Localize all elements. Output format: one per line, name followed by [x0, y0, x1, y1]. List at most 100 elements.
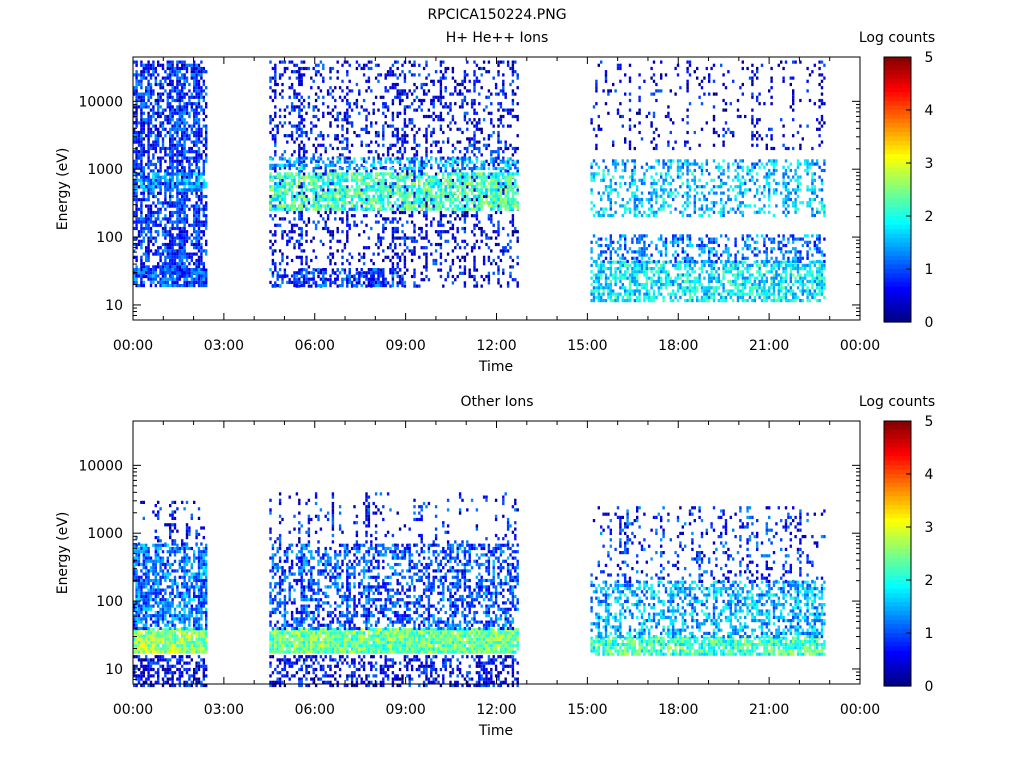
heatmap-cell — [157, 169, 160, 173]
heatmap-cell — [288, 121, 291, 125]
heatmap-cell — [403, 271, 407, 275]
heatmap-cell — [401, 178, 404, 182]
heatmap-cell — [133, 60, 136, 64]
heatmap-cell — [135, 280, 138, 284]
heatmap-cell — [169, 140, 172, 144]
heatmap-cell — [338, 194, 342, 198]
heatmap-cell — [140, 185, 143, 189]
heatmap-cell — [271, 204, 275, 208]
heatmap-cell — [470, 181, 474, 186]
heatmap-cell — [147, 204, 150, 208]
heatmap-cell — [176, 146, 179, 151]
heatmap-cell — [269, 178, 272, 182]
heatmap-cell — [195, 89, 198, 93]
heatmap-cell — [358, 271, 361, 275]
heatmap-cell — [466, 73, 469, 77]
heatmap-cell — [269, 204, 272, 208]
heatmap-cell — [628, 289, 632, 293]
heatmap-cell — [434, 230, 438, 234]
heatmap-cell — [324, 166, 327, 170]
heatmap-cell — [408, 191, 411, 195]
heatmap-cell — [290, 236, 294, 240]
heatmap-cell — [454, 160, 457, 164]
heatmap-cell — [621, 263, 624, 267]
heatmap-cell — [480, 130, 483, 135]
heatmap-cell — [338, 271, 342, 275]
heatmap-cell — [271, 262, 275, 266]
heatmap-cell — [365, 181, 368, 186]
heatmap-cell — [449, 121, 452, 125]
heatmap-cell — [190, 239, 193, 243]
heatmap-cell — [317, 95, 320, 99]
heatmap-cell — [140, 271, 143, 275]
heatmap-cell — [302, 284, 306, 288]
heatmap-cell — [439, 156, 443, 160]
heatmap-cell — [492, 230, 495, 234]
heatmap-cell — [178, 265, 181, 269]
heatmap-cell — [432, 140, 435, 144]
heatmap-cell — [370, 277, 373, 281]
heatmap-cell — [173, 86, 177, 90]
heatmap-cell — [317, 204, 320, 208]
heatmap-cell — [401, 169, 404, 173]
heatmap-cell — [314, 124, 318, 128]
heatmap-cell — [310, 239, 313, 243]
heatmap-cell — [497, 230, 500, 234]
heatmap-cell — [504, 246, 507, 250]
heatmap-cell — [514, 191, 517, 195]
heatmap-cell — [425, 201, 428, 205]
heatmap-cell — [166, 169, 169, 173]
heatmap-cell — [446, 194, 450, 199]
heatmap-cell — [365, 169, 368, 173]
heatmap-cell — [334, 210, 337, 215]
heatmap-cell — [427, 194, 431, 198]
heatmap-cell — [137, 134, 141, 138]
heatmap-cell — [439, 98, 443, 103]
heatmap-cell — [305, 150, 308, 154]
heatmap-cell — [458, 217, 462, 221]
heatmap-cell — [449, 181, 452, 186]
heatmap-cell — [449, 163, 452, 167]
heatmap-cell — [338, 153, 342, 157]
heatmap-cell — [408, 105, 411, 109]
heatmap-cell — [463, 284, 467, 288]
heatmap-cell — [195, 140, 198, 144]
heatmap-cell — [609, 295, 612, 299]
heatmap-cell — [511, 108, 515, 112]
heatmap-cell — [394, 175, 397, 179]
heatmap-cell — [173, 143, 177, 147]
heatmap-cell — [135, 181, 138, 186]
heatmap-cell — [430, 188, 433, 192]
heatmap-cell — [362, 255, 366, 259]
heatmap-cell — [473, 188, 476, 192]
heatmap-cell — [382, 204, 385, 208]
heatmap-cell — [401, 156, 404, 160]
heatmap-cell — [348, 114, 351, 119]
heatmap-cell — [494, 175, 498, 179]
heatmap-cell — [468, 175, 471, 179]
heatmap-cell — [312, 169, 315, 173]
heatmap-cell — [286, 233, 289, 237]
heatmap-cell — [422, 66, 426, 71]
heatmap-cell — [403, 134, 407, 138]
heatmap-cell — [157, 143, 160, 147]
heatmap-cell — [286, 175, 289, 179]
heatmap-cell — [384, 226, 387, 231]
heatmap-cell — [193, 226, 196, 231]
heatmap-cell — [386, 197, 390, 202]
heatmap-cell — [389, 201, 392, 205]
heatmap-cell — [470, 191, 474, 195]
heatmap-cell — [386, 146, 390, 151]
heatmap-cell — [169, 134, 172, 138]
heatmap-cell — [322, 194, 325, 198]
heatmap-cell — [300, 102, 303, 106]
heatmap-cell — [338, 207, 342, 211]
heatmap-cell — [317, 197, 320, 202]
heatmap-cell — [197, 127, 201, 131]
heatmap-cell — [362, 178, 366, 182]
heatmap-cell — [188, 178, 191, 182]
heatmap-cell — [178, 82, 181, 87]
heatmap-cell — [427, 239, 431, 243]
heatmap-cell — [461, 198, 464, 202]
heatmap-cell — [142, 268, 145, 272]
